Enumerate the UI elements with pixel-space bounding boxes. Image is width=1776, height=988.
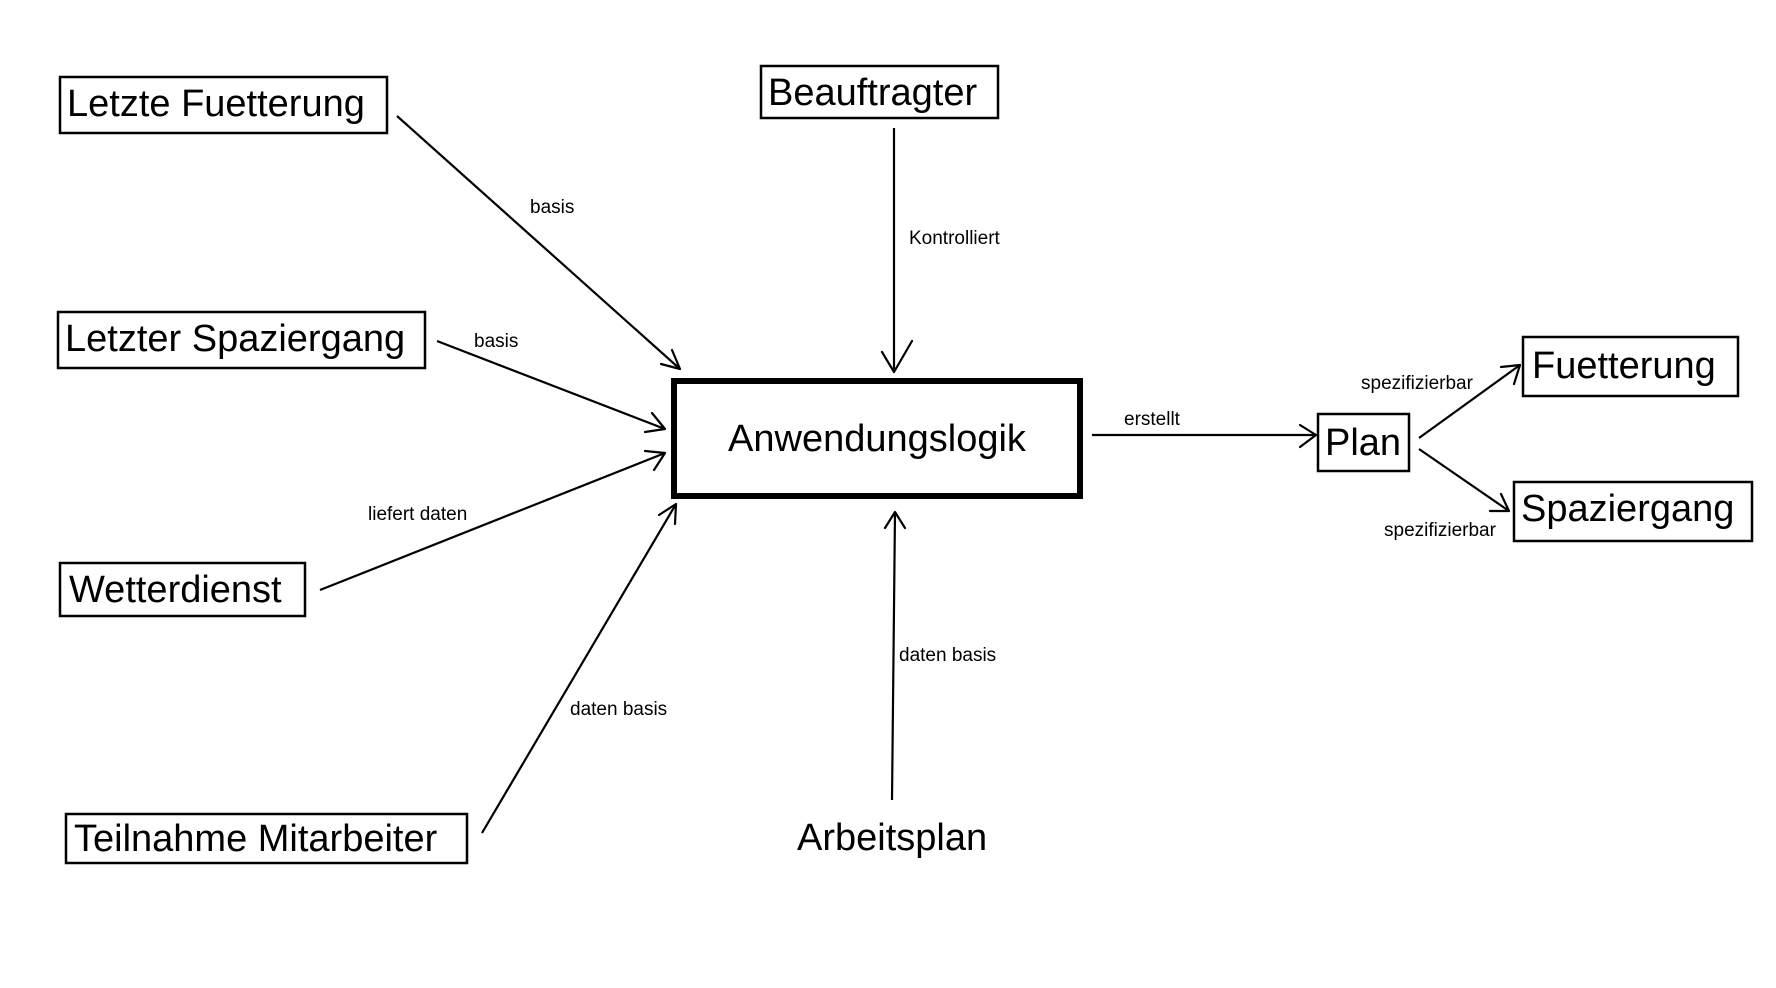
edge-label-beauftragter-kontrolliert: Kontrolliert [909,228,1001,249]
edge-label-wetter-liefert: liefert daten [368,504,467,525]
node-letzte-fuetterung-label: Letzte Fuetterung [67,83,365,125]
arrowhead-icon [1298,423,1318,449]
arrowhead-icon [659,348,682,371]
edge-label-logik-erstellt: erstellt [1124,409,1181,430]
edge-logik-to-plan: erstellt [1092,409,1318,449]
node-anwendungslogik-label: Anwendungslogik [728,418,1027,460]
node-teilnahme-mitarbeiter: Teilnahme Mitarbeiter [64,812,469,865]
edge-letzter-spaziergang-to-logik: basis [436,331,667,434]
node-beauftragter-label: Beauftragter [768,72,977,114]
edge-teilnahme-to-logik: daten basis [481,502,678,834]
node-plan-label: Plan [1325,422,1401,464]
node-letzter-spaziergang: Letzter Spaziergang [56,310,427,370]
edge-letzte-fuetterung-to-logik: basis [396,115,682,371]
node-arbeitsplan-label: Arbeitsplan [797,817,987,859]
edge-label-plan-spaziergang: spezifizierbar [1384,520,1497,541]
node-letzter-spaziergang-label: Letzter Spaziergang [65,318,405,360]
node-teilnahme-mitarbeiter-label: Teilnahme Mitarbeiter [74,818,438,860]
node-letzte-fuetterung: Letzte Fuetterung [58,75,389,135]
edge-beauftragter-to-logik: Kontrolliert [880,128,1001,374]
arrowhead-icon [880,339,914,374]
node-spaziergang-label: Spaziergang [1521,488,1734,530]
edge-plan-to-fuetterung: spezifizierbar [1361,363,1522,439]
edge-plan-to-spaziergang: spezifizierbar [1384,448,1511,541]
node-anwendungslogik: Anwendungslogik [671,378,1083,499]
edge-wetterdienst-to-logik: liefert daten [319,449,667,592]
edge-label-plan-fuetterung: spezifizierbar [1361,373,1474,394]
node-arbeitsplan: Arbeitsplan [797,817,987,859]
edge-label-fuetterung-basis: basis [530,197,574,218]
node-plan: Plan [1316,412,1411,473]
node-wetterdienst: Wetterdienst [58,561,307,618]
node-fuetterung: Fuetterung [1521,335,1740,398]
arrowhead-icon [643,411,667,434]
arrowhead-icon [643,449,667,472]
arrowhead-icon [1499,363,1522,386]
edge-arbeitsplan-to-logik: daten basis [883,510,996,801]
edge-label-teilnahme-daten: daten basis [570,699,667,720]
arrowhead-icon [657,502,678,526]
node-fuetterung-label: Fuetterung [1532,345,1716,387]
edge-label-spaziergang-basis: basis [474,331,518,352]
node-wetterdienst-label: Wetterdienst [69,569,282,611]
node-spaziergang: Spaziergang [1512,480,1754,543]
arrowhead-icon [1488,492,1511,513]
node-beauftragter: Beauftragter [759,64,1000,120]
arrowhead-icon [883,510,907,530]
edge-label-arbeitsplan-daten: daten basis [899,645,996,666]
